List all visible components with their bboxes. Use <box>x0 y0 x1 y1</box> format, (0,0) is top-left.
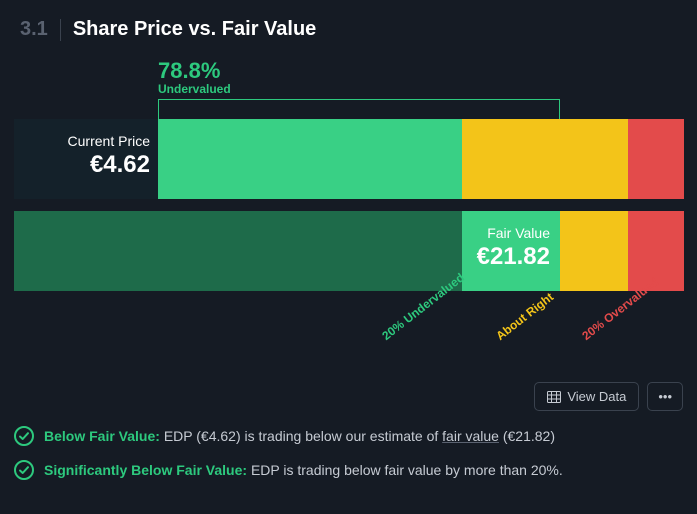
insight-below-fair-value: Below Fair Value: EDP (€4.62) is trading… <box>14 426 563 446</box>
check-circle-icon <box>14 426 34 446</box>
more-button[interactable]: ••• <box>647 382 683 411</box>
chart-actions: View Data ••• <box>534 382 683 411</box>
segment-about-right <box>462 119 628 199</box>
fair-value-row: Fair Value €21.82 <box>14 211 684 291</box>
table-icon <box>547 391 561 403</box>
axis-about-right: About Right <box>493 290 556 343</box>
section-number: 3.1 <box>20 18 48 41</box>
valuation-headline: 78.8% Undervalued <box>158 58 231 96</box>
insight-underlined: fair value <box>442 428 499 444</box>
current-price-row: Current Price €4.62 <box>14 119 684 199</box>
segment-fair-about-right <box>560 211 628 291</box>
page-title: Share Price vs. Fair Value <box>73 18 316 41</box>
headline-bracket <box>158 99 560 119</box>
valuation-chart: Current Price €4.62 Fair Value €21.82 <box>14 119 684 291</box>
insight-body-before: EDP is trading below fair value by more … <box>247 462 563 478</box>
insight-body-after: (€21.82) <box>499 428 555 444</box>
current-price-value: €4.62 <box>68 151 150 179</box>
insight-body-before: EDP (€4.62) is trading below our estimat… <box>160 428 442 444</box>
header-divider <box>60 19 61 41</box>
current-price-label: Current Price <box>68 133 150 149</box>
undervalued-percent: 78.8% <box>158 58 231 84</box>
ellipsis-icon: ••• <box>658 389 672 404</box>
section-header: 3.1 Share Price vs. Fair Value <box>0 0 697 51</box>
insight-title: Significantly Below Fair Value: <box>44 462 247 478</box>
fair-value-label: Fair Value <box>450 225 550 241</box>
segment-fair-undervalued <box>14 211 462 291</box>
insight-text: Significantly Below Fair Value: EDP is t… <box>44 462 563 478</box>
insight-title: Below Fair Value: <box>44 428 160 444</box>
insight-significantly-below: Significantly Below Fair Value: EDP is t… <box>14 460 563 480</box>
undervalued-label: Undervalued <box>158 82 231 96</box>
axis-labels: 20% Undervalued About Right 20% Overvalu… <box>14 291 684 351</box>
fair-value-box: Fair Value €21.82 <box>450 225 550 271</box>
insight-text: Below Fair Value: EDP (€4.62) is trading… <box>44 428 555 444</box>
check-circle-icon <box>14 460 34 480</box>
segment-overvalued <box>628 119 684 199</box>
current-price-marker: Current Price €4.62 <box>14 119 158 199</box>
fair-value-value: €21.82 <box>450 243 550 271</box>
current-price-box: Current Price €4.62 <box>68 133 150 179</box>
view-data-label: View Data <box>567 389 626 404</box>
insights-list: Below Fair Value: EDP (€4.62) is trading… <box>14 426 563 480</box>
view-data-button[interactable]: View Data <box>534 382 639 411</box>
